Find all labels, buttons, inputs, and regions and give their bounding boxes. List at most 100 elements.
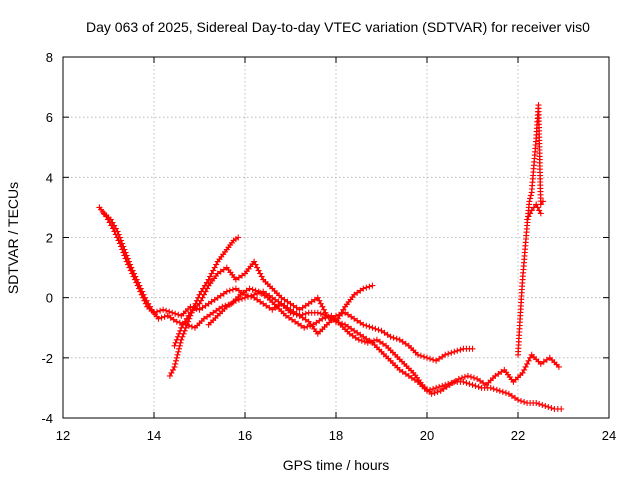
data-point <box>448 349 455 356</box>
data-point <box>380 340 386 347</box>
data-point <box>176 342 183 349</box>
data-point <box>360 285 367 292</box>
data-point <box>487 384 494 391</box>
chart-title: Day 063 of 2025, Sidereal Day-to-day VTE… <box>86 19 590 35</box>
data-point <box>527 192 534 199</box>
data-point <box>298 322 305 329</box>
data-point <box>281 302 288 309</box>
data-point <box>345 323 352 330</box>
data-point <box>207 311 214 318</box>
data-point <box>490 385 497 392</box>
y-tick-label-4: 4 <box>46 170 53 185</box>
data-point <box>461 373 468 380</box>
y-tick-label--4: -4 <box>41 411 53 426</box>
data-point <box>163 307 170 314</box>
data-point <box>114 228 121 235</box>
data-point <box>213 261 220 268</box>
data-point <box>171 342 178 349</box>
data-point <box>399 368 406 375</box>
data-point <box>469 345 476 352</box>
data-point <box>358 337 365 344</box>
data-point <box>123 252 130 259</box>
data-point <box>434 388 441 395</box>
data-point <box>319 315 326 322</box>
data-point <box>540 198 546 205</box>
data-point <box>177 327 184 334</box>
data-point <box>254 296 261 303</box>
x-tick-label-16: 16 <box>238 428 252 443</box>
data-point <box>199 304 206 311</box>
data-point <box>399 338 406 345</box>
data-point <box>366 283 373 290</box>
data-point <box>161 313 168 320</box>
data-point <box>375 326 382 333</box>
x-tick-label-18: 18 <box>329 428 343 443</box>
data-point <box>235 287 242 294</box>
data-point <box>126 258 132 265</box>
data-point <box>121 246 128 253</box>
grid <box>63 57 609 418</box>
series-track-c <box>166 234 242 379</box>
data-point <box>471 374 477 381</box>
data-point <box>129 267 136 274</box>
data-point <box>363 322 370 329</box>
data-point <box>424 354 430 361</box>
data-point <box>525 213 532 220</box>
data-point <box>169 309 176 316</box>
data-point <box>290 302 297 309</box>
data-point <box>442 351 449 358</box>
data-point <box>354 329 361 336</box>
data-point <box>235 296 242 303</box>
data-point <box>555 363 562 370</box>
data-point <box>254 264 261 271</box>
data-point <box>118 237 124 244</box>
data-point <box>445 350 452 357</box>
data-point <box>229 286 236 293</box>
data-point <box>430 385 437 392</box>
data-point <box>526 198 533 205</box>
data-point <box>201 315 207 322</box>
data-point <box>172 339 179 346</box>
data-point <box>173 318 180 325</box>
data-point <box>360 321 367 328</box>
y-tick-label-2: 2 <box>46 231 53 246</box>
data-point <box>252 287 259 294</box>
data-point <box>366 323 373 330</box>
data-point <box>533 400 540 406</box>
data-point <box>414 351 421 358</box>
data-point <box>521 399 528 405</box>
y-axis-label: SDTVAR / TECUs <box>5 182 21 294</box>
data-point <box>226 301 233 308</box>
data-point <box>208 298 215 305</box>
data-point <box>166 372 173 379</box>
data-point <box>524 360 531 367</box>
series-track-a <box>96 204 565 412</box>
data-point <box>246 285 253 292</box>
data-point <box>245 293 251 300</box>
data-point <box>263 290 270 297</box>
data-point <box>216 305 223 312</box>
data-point <box>290 308 297 315</box>
data-point <box>172 360 179 367</box>
data-point <box>393 335 400 342</box>
data-point <box>281 296 288 303</box>
data-point <box>499 388 506 395</box>
data-point <box>373 336 380 343</box>
data-point <box>522 363 529 370</box>
data-point <box>211 264 218 271</box>
data-point <box>525 357 532 364</box>
data-point <box>178 324 185 331</box>
data-point <box>469 381 476 388</box>
data-point <box>155 315 162 322</box>
data-point <box>135 279 142 286</box>
data-point <box>475 383 482 390</box>
data-point <box>188 323 195 330</box>
data-point <box>480 379 487 386</box>
data-point <box>131 270 137 277</box>
data-point <box>251 291 258 298</box>
data-point <box>176 345 182 352</box>
data-point <box>263 302 270 309</box>
data-point <box>166 308 173 315</box>
